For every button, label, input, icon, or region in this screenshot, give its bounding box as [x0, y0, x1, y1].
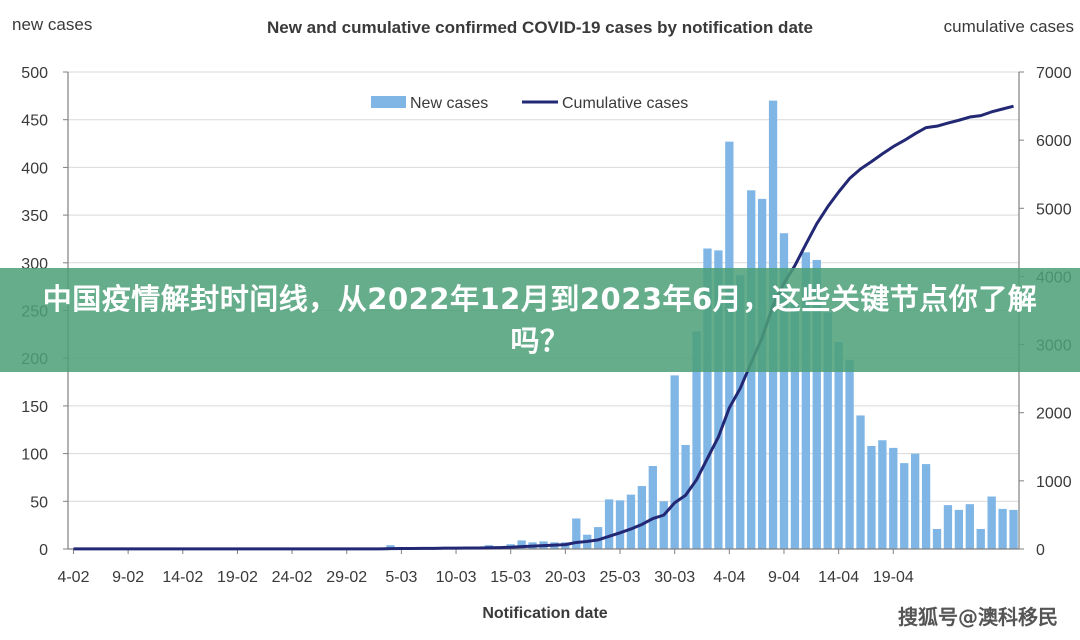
new-cases-bar	[998, 508, 1007, 549]
new-cases-bar	[386, 545, 395, 549]
new-cases-bar	[659, 501, 668, 549]
new-cases-bar	[965, 504, 974, 549]
new-cases-bar	[823, 312, 832, 549]
new-cases-bar	[878, 440, 887, 549]
new-cases-bar	[801, 252, 810, 549]
new-cases-bar	[604, 499, 614, 549]
new-cases-bar	[670, 375, 679, 549]
new-cases-bar	[1009, 509, 1018, 549]
banner-headline: 中国疫情解封时间线，从2022年12月到2023年6月，这些关键节点你了解吗？	[42, 282, 1038, 358]
x-tick-label: 9-02	[112, 569, 144, 586]
new-cases-bar	[976, 528, 985, 549]
chart-title: New and cumulative confirmed COVID-19 ca…	[267, 18, 813, 37]
left-tick-label: 150	[21, 399, 48, 416]
x-tick-label: 4-02	[57, 569, 89, 586]
x-tick-label: 25-03	[600, 569, 641, 586]
left-tick-label: 450	[21, 113, 48, 130]
x-tick-label: 9-04	[768, 569, 800, 586]
new-cases-bar	[736, 275, 745, 549]
new-cases-bar	[932, 528, 942, 549]
x-axis-title: Notification date	[482, 605, 607, 622]
new-cases-bar	[812, 259, 821, 549]
left-tick-label: 500	[21, 65, 48, 82]
left-axis-title: new cases	[12, 15, 92, 34]
new-cases-bar	[637, 486, 647, 549]
x-tick-label: 19-04	[873, 569, 914, 586]
x-tick-label: 15-03	[490, 569, 531, 586]
legend-new-cases-label: New cases	[410, 95, 488, 112]
x-tick-label: 14-04	[818, 569, 859, 586]
x-tick-label: 24-02	[272, 569, 313, 586]
right-tick-label: 7000	[1036, 65, 1072, 82]
cumulative-line-layer	[73, 104, 1014, 551]
x-tick-label: 4-04	[713, 569, 745, 586]
new-cases-bar	[790, 302, 800, 549]
new-cases-bar	[921, 464, 931, 549]
x-tick-label: 29-02	[326, 569, 367, 586]
new-cases-bar	[834, 341, 843, 549]
right-axis-title: cumulative cases	[944, 17, 1074, 36]
left-tick-label: 350	[21, 208, 48, 225]
x-tick-label: 30-03	[654, 569, 695, 586]
new-cases-bar	[867, 445, 876, 549]
x-tick-label: 19-02	[217, 569, 258, 586]
x-tick-label: 14-02	[162, 569, 203, 586]
new-cases-bar	[615, 500, 625, 549]
left-tick-label: 0	[39, 542, 48, 559]
title-banner: 中国疫情解封时间线，从2022年12月到2023年6月，这些关键节点你了解吗？	[0, 268, 1080, 372]
right-tick-label: 0	[1036, 542, 1045, 559]
new-cases-bar	[856, 415, 865, 549]
new-cases-bar	[779, 233, 789, 550]
x-tick-label: 5-03	[385, 569, 417, 586]
legend-bar-swatch	[371, 96, 406, 108]
watermark: 搜狐号@澳科移民	[898, 605, 1058, 629]
new-cases-bar	[987, 496, 996, 549]
x-tick-label: 20-03	[545, 569, 586, 586]
new-cases-bar	[648, 466, 657, 549]
new-cases-bar	[572, 518, 581, 549]
left-tick-label: 400	[21, 160, 48, 177]
new-cases-bar	[943, 505, 953, 549]
legend: New cases Cumulative cases	[371, 95, 688, 112]
new-cases-bar	[594, 527, 603, 549]
new-cases-bar	[626, 494, 636, 549]
x-tick-label: 10-03	[436, 569, 477, 586]
right-tick-label: 2000	[1036, 406, 1072, 423]
new-cases-bar	[703, 248, 712, 550]
new-cases-bar	[692, 331, 701, 549]
new-cases-bar	[714, 250, 723, 549]
new-cases-bar	[889, 447, 898, 549]
new-cases-bar	[517, 540, 526, 549]
new-cases-bar	[954, 509, 964, 549]
left-tick-label: 50	[30, 494, 48, 511]
right-tick-label: 5000	[1036, 201, 1072, 218]
right-tick-label: 6000	[1036, 133, 1072, 150]
right-tick-label: 1000	[1036, 474, 1072, 491]
new-cases-bar	[845, 360, 854, 549]
new-cases-bar	[757, 198, 767, 549]
left-tick-label: 100	[21, 447, 48, 464]
legend-cumulative-label: Cumulative cases	[562, 95, 688, 112]
new-cases-bar	[900, 463, 909, 549]
new-cases-bar	[911, 453, 920, 549]
cumulative-cases-line	[73, 104, 1014, 551]
